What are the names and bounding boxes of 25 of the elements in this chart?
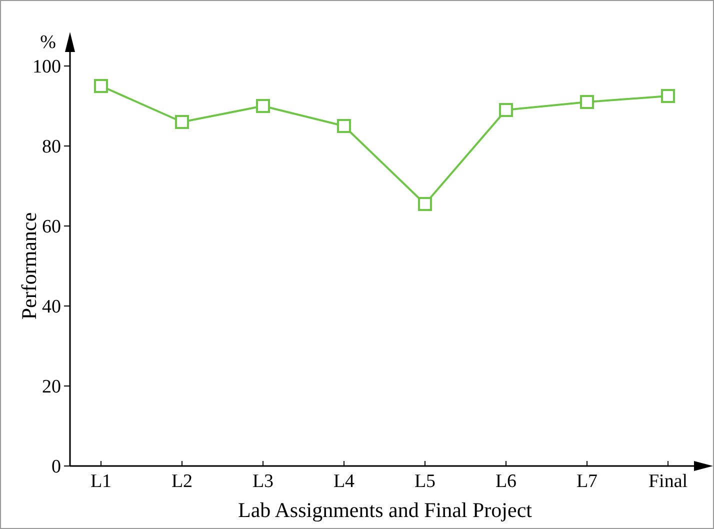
- x-tick-label: Final: [648, 471, 688, 492]
- y-tick-label: 20: [42, 376, 61, 398]
- x-tick-label: L2: [171, 471, 193, 492]
- y-axis-title: Performance: [17, 212, 41, 320]
- y-tick-label: 100: [32, 56, 61, 78]
- x-axis-title: Lab Assignments and Final Project: [238, 498, 532, 522]
- text: %: [40, 32, 56, 53]
- y-tick-label: 60: [42, 216, 61, 238]
- point: [175, 115, 189, 129]
- point: [499, 103, 513, 117]
- x-tick-label: L1: [90, 471, 112, 492]
- point: [256, 99, 270, 113]
- point: [580, 95, 594, 109]
- point: [94, 79, 108, 93]
- x-tick-label: L5: [414, 471, 436, 492]
- y-tick-label: 40: [42, 296, 61, 318]
- y-tick-label: 80: [42, 136, 61, 158]
- x-tick-label: L7: [576, 471, 598, 492]
- x-tick-label: L6: [495, 471, 517, 492]
- y-tick-label: 0: [52, 456, 61, 478]
- point: [337, 119, 351, 133]
- point: [418, 197, 432, 211]
- x-tick-label: L4: [333, 471, 356, 492]
- point: [661, 89, 675, 103]
- x-tick-label: L3: [252, 471, 274, 492]
